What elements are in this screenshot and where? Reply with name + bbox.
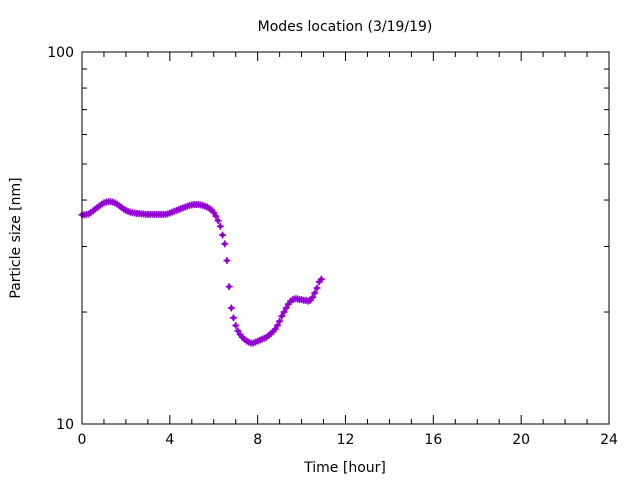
data-point: [227, 304, 235, 312]
axis-ticks: [81, 52, 610, 424]
x-tick-label: 20: [512, 432, 530, 448]
data-point: [311, 289, 319, 297]
data-point: [214, 217, 222, 225]
data-point: [276, 317, 284, 325]
chart-title: Modes location (3/19/19): [258, 19, 433, 35]
data-point: [230, 314, 238, 322]
x-axis-label: Time [hour]: [303, 460, 386, 476]
y-tick-label: 100: [47, 45, 74, 61]
y-tick-labels: 10 100: [47, 45, 74, 433]
data-point: [212, 212, 220, 220]
x-tick-label: 8: [253, 432, 262, 448]
data-point: [273, 321, 281, 329]
x-tick-label: 12: [337, 432, 355, 448]
data-points: [78, 198, 325, 347]
y-tick-label: 10: [56, 417, 74, 433]
data-point: [221, 240, 229, 248]
data-point: [225, 283, 233, 291]
x-tick-label: 24: [600, 432, 618, 448]
x-tick-label: 0: [78, 432, 87, 448]
data-point: [317, 275, 325, 283]
x-tick-label: 16: [424, 432, 442, 448]
data-point: [309, 293, 317, 301]
data-point: [280, 308, 288, 316]
data-point: [282, 304, 290, 312]
data-point: [219, 231, 227, 239]
y-axis-label: Particle size [nm]: [8, 177, 24, 298]
data-point: [232, 321, 240, 329]
plot-frame: [81, 51, 610, 425]
data-point: [271, 325, 279, 333]
data-point: [223, 257, 231, 265]
data-point: [313, 284, 321, 292]
x-tick-labels: 0 4 8 12 16 20 24: [78, 432, 618, 448]
data-point: [216, 222, 224, 230]
x-tick-label: 4: [165, 432, 174, 448]
data-point: [210, 209, 218, 217]
data-point: [278, 312, 286, 320]
data-point: [234, 327, 242, 335]
